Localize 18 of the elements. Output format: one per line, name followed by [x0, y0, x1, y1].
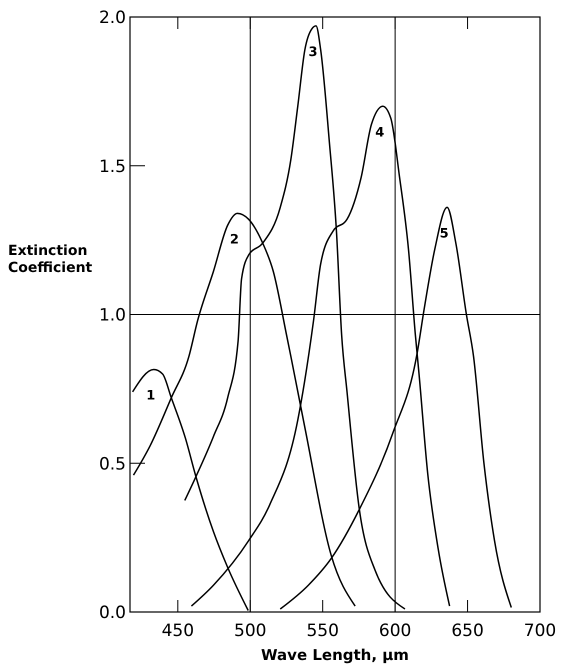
x-axis-title: Wave Length, µm — [261, 646, 409, 664]
x-tick-label: 550 — [306, 621, 339, 641]
x-tick-label: 600 — [378, 621, 412, 641]
series-label: 5 — [440, 226, 449, 242]
y-tick-label: 2.0 — [98, 8, 126, 28]
series-label: 1 — [146, 388, 156, 404]
y-tick-label: 0.0 — [98, 603, 126, 623]
y-tick-label: 1.5 — [98, 156, 126, 177]
series-label: 4 — [375, 125, 384, 140]
x-tick-label: 500 — [234, 621, 266, 641]
series-label: 2 — [230, 232, 239, 248]
y-tick-label: 1.0 — [98, 306, 126, 326]
x-tick-label: 650 — [451, 621, 484, 641]
series-label: 3 — [308, 44, 318, 60]
x-tick-label: 700 — [524, 621, 556, 641]
x-tick-label: 450 — [162, 621, 194, 641]
y-axis-title: Extinction Coefficient — [8, 243, 93, 276]
y-tick-label: 0.5 — [98, 454, 126, 474]
